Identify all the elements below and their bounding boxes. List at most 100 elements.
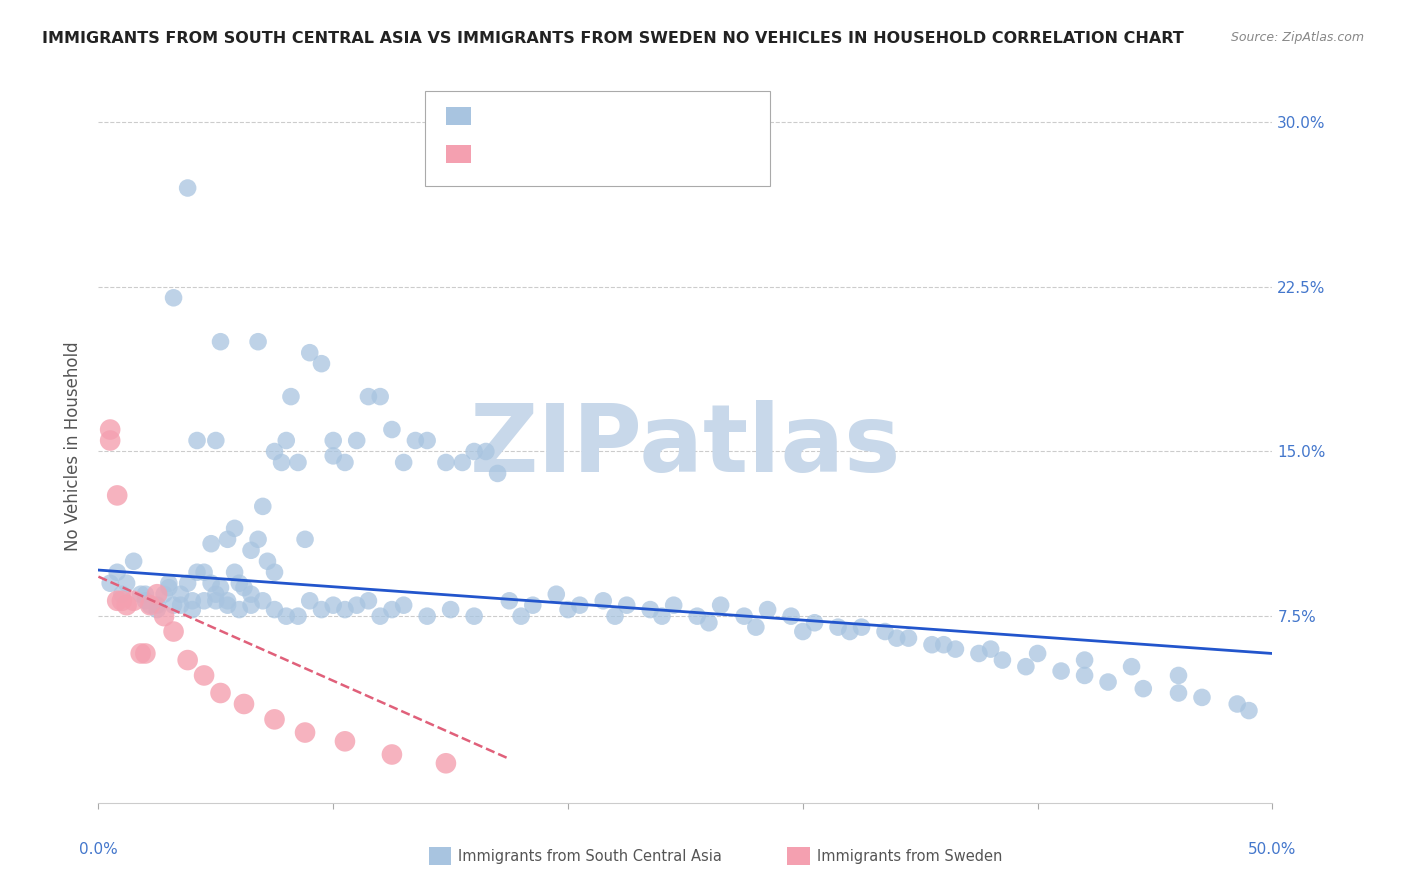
Text: 50.0%: 50.0% [1249,842,1296,857]
Point [463,609,485,624]
Point [157,581,180,595]
Point [205,434,228,448]
Point [111,594,134,608]
Point [651,609,673,624]
Point [733,609,755,624]
Point [129,647,152,661]
Point [1015,659,1038,673]
Point [139,598,162,612]
Point [311,602,333,616]
Point [568,598,591,612]
Point [287,609,309,624]
Point [991,653,1014,667]
Point [298,345,321,359]
Point [134,594,156,608]
Point [276,609,298,624]
Point [368,609,391,624]
Text: 22: 22 [637,147,664,161]
Text: 0.0%: 0.0% [79,842,118,857]
Point [322,598,344,612]
Point [392,598,415,612]
Point [1167,668,1189,682]
Point [280,390,302,404]
Point [176,181,198,195]
Point [980,642,1002,657]
Point [146,602,169,616]
Point [1073,668,1095,682]
Point [333,602,356,616]
Point [162,291,184,305]
Point [440,602,463,616]
Point [224,521,246,535]
Point [710,598,733,612]
Point [193,566,215,580]
Point [498,594,520,608]
Point [240,598,263,612]
Point [122,554,145,568]
Point [510,609,533,624]
Point [886,631,908,645]
Point [592,594,614,608]
Point [780,609,803,624]
Point [193,668,215,682]
Point [932,638,955,652]
Point [333,734,356,748]
Point [346,598,368,612]
Text: ZIPatlas: ZIPatlas [470,400,901,492]
Point [294,533,316,547]
Point [233,581,256,595]
Point [217,594,239,608]
Point [209,686,232,700]
Point [803,615,825,630]
Point [186,566,208,580]
Text: 133: 133 [637,109,669,123]
Point [522,598,544,612]
Point [616,598,638,612]
Point [240,543,263,558]
Text: Source: ZipAtlas.com: Source: ZipAtlas.com [1230,31,1364,45]
Point [294,725,316,739]
Point [263,602,285,616]
Text: Immigrants from South Central Asia: Immigrants from South Central Asia [458,849,723,863]
Point [157,576,180,591]
Point [381,602,404,616]
Point [263,444,285,458]
Point [205,587,228,601]
Point [638,602,661,616]
Point [322,434,344,448]
Point [98,576,121,591]
Text: N =: N = [598,109,631,123]
Point [105,488,128,502]
Text: R =: R = [482,109,516,123]
Text: N =: N = [598,147,631,161]
Point [169,587,191,601]
Point [381,423,404,437]
Point [792,624,814,639]
Point [228,576,250,591]
Point [756,602,779,616]
Point [217,598,239,612]
Point [105,566,128,580]
Text: -0.178: -0.178 [517,109,572,123]
Point [162,624,184,639]
Y-axis label: No Vehicles in Household: No Vehicles in Household [65,341,83,551]
Point [233,697,256,711]
Point [247,533,270,547]
Point [851,620,873,634]
Point [122,594,145,608]
Point [463,444,485,458]
Point [263,566,285,580]
Point [186,434,208,448]
Point [416,609,439,624]
Point [945,642,967,657]
Point [1167,686,1189,700]
Point [311,357,333,371]
Point [897,631,920,645]
Point [603,609,626,624]
Point [224,566,246,580]
Point [209,581,232,595]
Text: IMMIGRANTS FROM SOUTH CENTRAL ASIA VS IMMIGRANTS FROM SWEDEN NO VEHICLES IN HOUS: IMMIGRANTS FROM SOUTH CENTRAL ASIA VS IM… [42,31,1184,46]
Point [357,390,380,404]
Point [434,455,457,469]
Point [662,598,685,612]
